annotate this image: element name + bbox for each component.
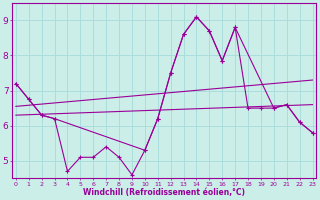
X-axis label: Windchill (Refroidissement éolien,°C): Windchill (Refroidissement éolien,°C) — [83, 188, 245, 197]
